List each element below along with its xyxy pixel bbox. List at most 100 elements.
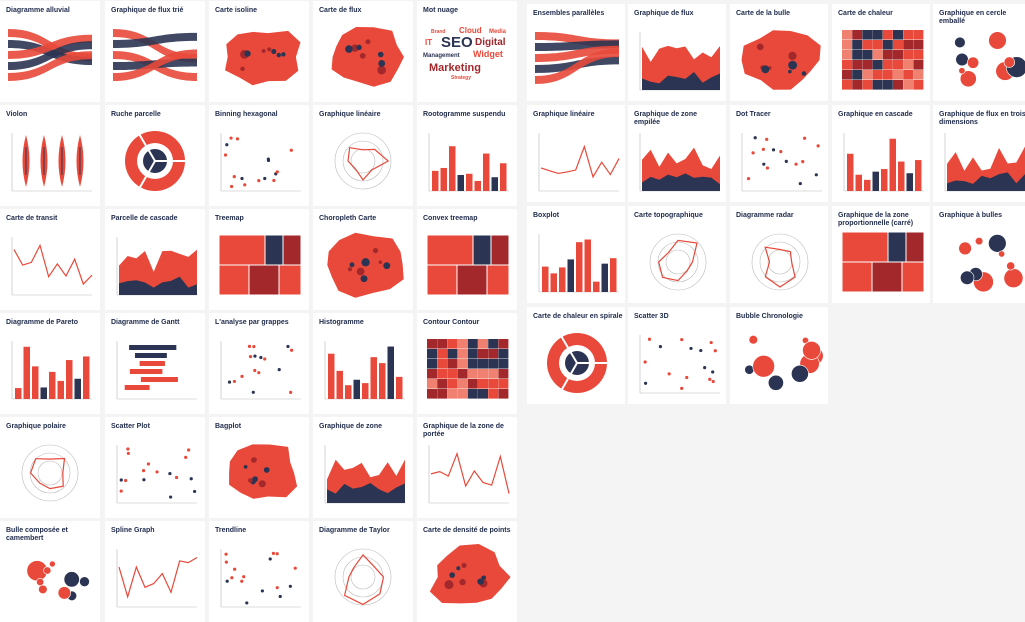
heat-cell [852, 80, 863, 90]
hbar [139, 361, 165, 366]
dot [146, 462, 151, 466]
chart-card[interactable]: Graphique de la zone de portée [417, 417, 517, 518]
thumbnail [8, 29, 92, 81]
thumbnail [538, 234, 619, 293]
chart-card[interactable]: Diagramme alluvial [0, 1, 100, 102]
heat-cell [478, 339, 488, 349]
chart-card[interactable]: Diagramme de Taylor [313, 521, 413, 622]
bubble [1006, 261, 1016, 271]
thumbnail [218, 234, 302, 296]
dot [801, 160, 805, 164]
chart-card[interactable]: Graphique en cercle emballé [933, 4, 1025, 101]
chart-card[interactable]: Bulle composée et camembert [0, 521, 100, 622]
bar [847, 153, 854, 191]
chart-card[interactable]: Bubble Chronologie [730, 307, 828, 404]
chart-card[interactable]: Graphique linéaire [313, 105, 413, 206]
heat-cell [862, 70, 873, 80]
chart-card[interactable]: Graphique de la zone proportionnelle (ca… [832, 206, 930, 303]
bubble [988, 31, 1007, 50]
bar [601, 263, 608, 292]
thumbnail [334, 548, 392, 606]
heat-cell [457, 359, 468, 369]
chart-card[interactable]: Scatter 3D [628, 307, 726, 404]
chart-card[interactable]: Carte de la bulle [730, 4, 828, 101]
map-dot [252, 476, 258, 483]
chart-card[interactable]: Diagramme de Gantt [105, 313, 205, 414]
card-title: L'analyse par grappes [215, 319, 289, 326]
area [642, 45, 720, 90]
dot [277, 368, 281, 372]
thumbnail [842, 30, 924, 90]
chart-card[interactable]: Ensembles parallèles [527, 4, 625, 101]
map-dot [360, 275, 368, 283]
dot [259, 355, 263, 360]
chart-card[interactable]: Ruche parcelle [105, 105, 205, 206]
chart-card[interactable]: Convex treemap [417, 209, 517, 310]
heat-cell [488, 339, 499, 349]
thumbnail [954, 31, 1025, 88]
chart-card[interactable]: Graphique de flux trié [105, 1, 205, 102]
chart-card[interactable]: Boxplot [527, 206, 625, 303]
card-title: Carte de chaleur en spirale [533, 313, 623, 320]
chart-card[interactable]: Diagramme radar [730, 206, 828, 303]
card-title: Rootogramme suspendu [423, 111, 506, 118]
chart-card[interactable]: Graphique de zone [313, 417, 413, 518]
heat-cell [457, 389, 468, 399]
bar [40, 387, 47, 399]
card-title: Diagramme de Gantt [111, 319, 180, 326]
chart-card[interactable]: Graphique linéaire [527, 105, 625, 202]
chart-card[interactable]: Graphique à bulles [933, 206, 1025, 303]
thumbnail [958, 234, 1024, 293]
chart-card[interactable]: Dot Tracer [730, 105, 828, 202]
bubble [954, 36, 966, 49]
heat-cell [447, 379, 458, 389]
bar [593, 281, 600, 292]
chart-card[interactable]: Carte de densité de points [417, 521, 517, 622]
chart-card[interactable]: Graphique de zone empilée [628, 105, 726, 202]
dot [263, 176, 267, 181]
chart-card[interactable]: L'analyse par grappes [209, 313, 309, 414]
chart-card[interactable]: Graphique en cascade [832, 105, 930, 202]
card-title: Carte de chaleur [838, 10, 893, 17]
chart-card[interactable]: Spline Graph [105, 521, 205, 622]
chart-card[interactable]: Binning hexagonal [209, 105, 309, 206]
map-dot [267, 47, 272, 52]
thumbnail [225, 30, 301, 86]
chart-card[interactable]: Diagramme de Pareto [0, 313, 100, 414]
chart-card[interactable]: Graphique de flux en trois dimensions [933, 105, 1025, 202]
thumbnail [116, 341, 197, 400]
dot [288, 584, 292, 588]
heat-cell [852, 50, 863, 60]
heat-cell [427, 339, 437, 349]
heat-cell [882, 30, 893, 40]
chart-card[interactable]: Bagplot [209, 417, 309, 518]
chart-card[interactable]: Carte isoline [209, 1, 309, 102]
chart-card[interactable]: Graphique polaire [0, 417, 100, 518]
area [327, 483, 405, 503]
chart-card[interactable]: Carte de flux [313, 1, 413, 102]
chart-card[interactable]: Parcelle de cascade [105, 209, 205, 310]
chart-card[interactable]: Trendline [209, 521, 309, 622]
chart-card[interactable]: Scatter Plot [105, 417, 205, 518]
chart-card[interactable]: Mot nuage Brand Cloud Media IT SEO Digital Mana… [417, 1, 517, 102]
chart-card[interactable]: Graphique de flux [628, 4, 726, 101]
card-title: Parcelle de cascade [111, 215, 178, 222]
chart-card[interactable]: Violon [0, 105, 100, 206]
chart-card[interactable]: Carte topographique [628, 206, 726, 303]
bar [855, 174, 862, 191]
chart-card[interactable]: Choropleth Carte [313, 209, 413, 310]
chart-card[interactable]: Rootogramme suspendu [417, 105, 517, 206]
chart-card[interactable]: Histogramme [313, 313, 413, 414]
bubble [79, 576, 90, 587]
flow-band [113, 32, 197, 48]
chart-card[interactable]: Carte de chaleur [832, 4, 930, 101]
chart-card[interactable]: Contour Contour [417, 313, 517, 414]
chart-card[interactable]: Carte de transit [0, 209, 100, 310]
heat-cell [913, 60, 924, 70]
chart-card[interactable]: Treemap [209, 209, 309, 310]
chart-card[interactable]: Carte de chaleur en spirale [527, 307, 625, 404]
card-title: Graphique de flux trié [111, 7, 184, 14]
card-title: Carte de la bulle [736, 10, 791, 17]
heat-cell [437, 349, 448, 359]
thumbnail [324, 445, 405, 504]
